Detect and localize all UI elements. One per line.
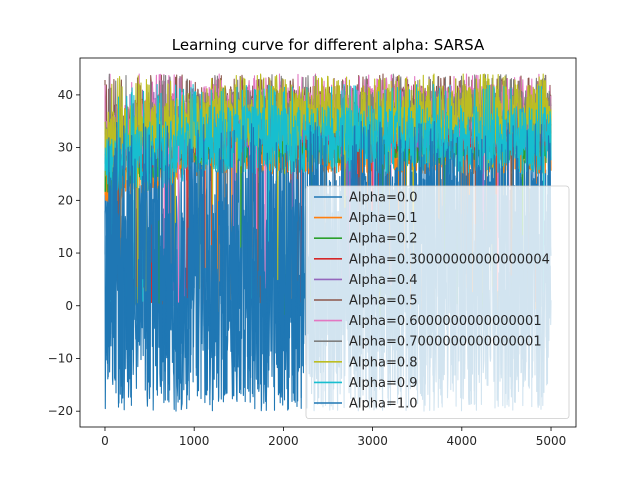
legend-label: Alpha=0.0 [349, 191, 418, 206]
legend-label: Alpha=0.9 [349, 376, 418, 391]
legend-label: Alpha=0.1 [349, 211, 418, 226]
x-tick-label: 2000 [268, 434, 299, 448]
legend-label: Alpha=1.0 [349, 397, 418, 412]
x-tick-label: 3000 [357, 434, 388, 448]
axes-frame [79, 57, 577, 428]
legend-box [305, 185, 570, 420]
legend-label: Alpha=0.4 [349, 273, 418, 288]
y-tick-label: 20 [58, 193, 73, 207]
legend-label: Alpha=0.5 [349, 294, 418, 309]
y-tick-label: −10 [48, 351, 73, 365]
y-tick-label: 40 [58, 88, 73, 102]
x-tick-label: 5000 [536, 434, 567, 448]
legend-label: Alpha=0.8 [349, 355, 418, 370]
legend-label: Alpha=0.2 [349, 232, 418, 247]
y-tick-label: 10 [58, 246, 73, 260]
chart-title: Learning curve for different alpha: SARS… [172, 36, 485, 54]
legend-label: Alpha=0.6000000000000001 [349, 314, 542, 329]
x-tick-label: 0 [101, 434, 109, 448]
y-tick-label: 0 [65, 299, 73, 313]
x-tick-label: 1000 [179, 434, 210, 448]
x-axis: 0 1000 2000 3000 4000 5000 [101, 427, 566, 448]
legend-label: Alpha=0.30000000000000004 [349, 252, 550, 267]
y-axis: −20 −10 0 10 20 30 40 [48, 88, 80, 418]
y-tick-label: −20 [48, 404, 73, 418]
x-tick-label: 4000 [447, 434, 478, 448]
series-line [104, 84, 552, 317]
legend-label: Alpha=0.7000000000000001 [349, 335, 542, 350]
y-tick-label: 30 [58, 141, 73, 155]
legend: Alpha=0.0 Alpha=0.1 Alpha=0.2 Alpha=0.30000… [305, 185, 570, 420]
